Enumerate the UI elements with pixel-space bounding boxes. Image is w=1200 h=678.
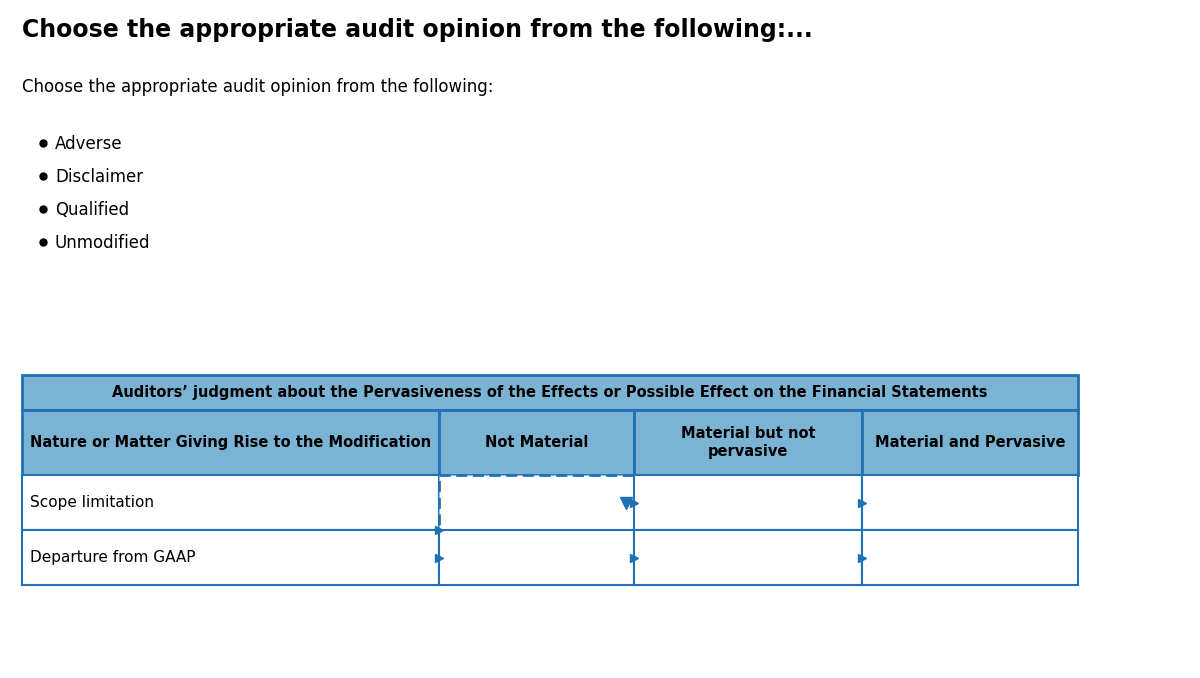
Text: Auditors’ judgment about the Pervasiveness of the Effects or Possible Effect on : Auditors’ judgment about the Pervasivene… xyxy=(113,385,988,400)
Text: Unmodified: Unmodified xyxy=(55,234,150,252)
Text: Adverse: Adverse xyxy=(55,135,122,153)
Text: Choose the appropriate audit opinion from the following:: Choose the appropriate audit opinion fro… xyxy=(22,78,493,96)
Text: Departure from GAAP: Departure from GAAP xyxy=(30,550,196,565)
Text: Scope limitation: Scope limitation xyxy=(30,495,154,510)
Bar xyxy=(635,475,862,530)
Text: Choose the appropriate audit opinion from the following:...: Choose the appropriate audit opinion fro… xyxy=(22,18,812,42)
Text: Nature or Matter Giving Rise to the Modification: Nature or Matter Giving Rise to the Modi… xyxy=(30,435,431,450)
Bar xyxy=(635,530,862,585)
Text: Not Material: Not Material xyxy=(485,435,588,450)
Text: Material and Pervasive: Material and Pervasive xyxy=(875,435,1066,450)
Bar xyxy=(862,475,1078,530)
Bar xyxy=(22,375,1078,410)
Bar xyxy=(22,530,439,585)
Bar xyxy=(22,410,439,475)
Bar xyxy=(862,530,1078,585)
Bar xyxy=(22,475,439,530)
Text: Qualified: Qualified xyxy=(55,201,130,219)
Bar xyxy=(439,475,635,530)
Bar xyxy=(862,410,1078,475)
Text: Material but not
pervasive: Material but not pervasive xyxy=(680,426,815,459)
Bar xyxy=(439,410,635,475)
Bar xyxy=(439,530,635,585)
Bar xyxy=(635,410,862,475)
Text: Disclaimer: Disclaimer xyxy=(55,168,143,186)
